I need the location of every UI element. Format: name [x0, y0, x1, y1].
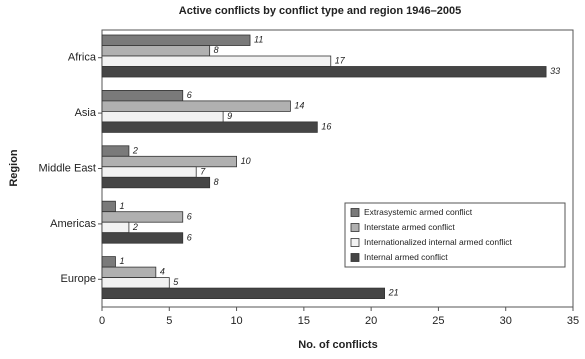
- bar: [101, 232, 184, 244]
- bar: [101, 111, 224, 123]
- x-tick-label: 20: [365, 315, 377, 327]
- bar: [101, 176, 211, 189]
- data-label: 2: [132, 222, 138, 232]
- y-axis-label: Region: [8, 149, 20, 187]
- bar: [101, 200, 116, 213]
- bar: [101, 266, 157, 279]
- data-label: 17: [335, 56, 346, 66]
- bar: [101, 121, 318, 133]
- x-tick-label: 35: [567, 315, 579, 327]
- data-label: 4: [160, 267, 165, 277]
- data-label: 9: [227, 111, 232, 121]
- data-label: 14: [294, 101, 304, 111]
- data-label: 6: [187, 211, 192, 221]
- chart-title: Active conflicts by conflict type and re…: [179, 5, 461, 17]
- data-label: 5: [173, 277, 179, 287]
- legend-label: Extrasystemic armed conflict: [364, 207, 473, 217]
- y-tick-label: Americas: [50, 218, 96, 230]
- legend-swatch: [350, 253, 360, 262]
- data-label: 8: [214, 45, 219, 55]
- x-tick-label: 0: [99, 315, 105, 327]
- x-tick-label: 30: [500, 315, 512, 327]
- bar: [101, 34, 251, 46]
- data-label: 6: [187, 232, 192, 242]
- legend-label: Internationalized internal armed conflic…: [364, 237, 513, 247]
- data-label: 2: [132, 145, 138, 155]
- bar: [101, 166, 197, 178]
- bar: [101, 221, 130, 234]
- bar: [101, 90, 184, 102]
- y-tick-label: Asia: [75, 107, 97, 119]
- data-label: 7: [200, 166, 206, 176]
- data-label: 16: [321, 122, 331, 132]
- bar: [101, 287, 386, 300]
- legend-box: [344, 202, 566, 268]
- bar: [101, 256, 116, 268]
- legend-swatch: [350, 208, 360, 217]
- data-label: 8: [214, 177, 219, 187]
- data-label: 1: [119, 256, 124, 266]
- bar: [101, 211, 184, 223]
- bar: [101, 66, 547, 78]
- x-tick-label: 25: [432, 315, 444, 327]
- legend-swatch: [350, 223, 360, 232]
- data-label: 1: [119, 201, 124, 211]
- x-tick-label: 10: [230, 315, 242, 327]
- bar: [101, 145, 130, 157]
- data-label: 21: [388, 288, 399, 298]
- bar: [101, 277, 170, 289]
- data-label: 33: [550, 66, 560, 76]
- bar: [101, 45, 211, 57]
- y-tick-label: Africa: [68, 52, 97, 64]
- bar: [101, 155, 237, 168]
- bar: [101, 100, 291, 112]
- x-tick-label: 15: [298, 315, 310, 327]
- x-axis-label: No. of conflicts: [298, 339, 377, 351]
- data-label: 10: [241, 156, 251, 166]
- y-tick-label: Middle East: [39, 162, 96, 174]
- x-tick-label: 5: [166, 315, 172, 327]
- legend-label: Interstate armed conflict: [364, 222, 455, 232]
- data-label: 11: [254, 35, 263, 45]
- legend-swatch: [350, 238, 360, 247]
- legend-label: Internal armed conflict: [364, 252, 448, 262]
- y-tick-label: Europe: [61, 273, 96, 285]
- data-label: 6: [187, 90, 192, 100]
- bar: [101, 55, 332, 67]
